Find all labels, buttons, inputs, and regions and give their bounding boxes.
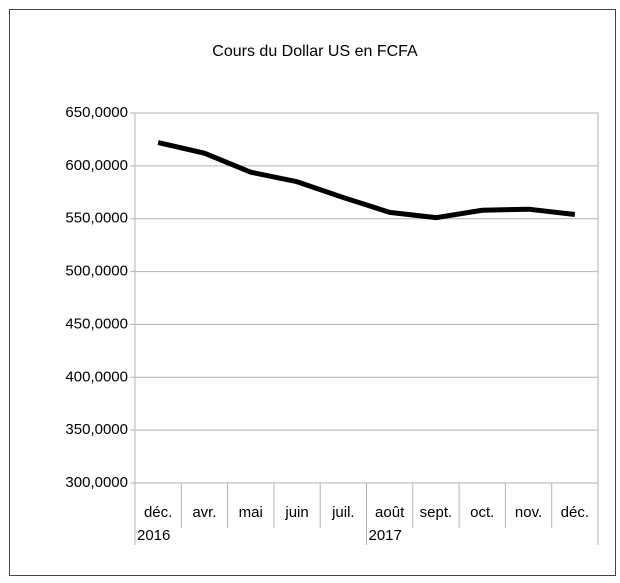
y-tick-label: 500,0000 xyxy=(65,263,128,280)
x-tick-label: avr. xyxy=(192,504,216,521)
x-tick-label: mai xyxy=(239,504,263,521)
x-tick-label: juil. xyxy=(331,504,355,521)
y-tick-label: 300,0000 xyxy=(65,474,128,491)
chart-border xyxy=(9,9,616,576)
x-year-label: 2016 xyxy=(137,527,170,544)
x-tick-label: nov. xyxy=(515,504,542,521)
x-tick-label: août xyxy=(375,504,405,521)
x-tick-label: juin xyxy=(284,504,308,521)
y-tick-label: 600,0000 xyxy=(65,157,128,174)
chart-title: Cours du Dollar US en FCFA xyxy=(212,43,418,60)
x-year-label: 2017 xyxy=(369,527,402,544)
x-tick-label: oct. xyxy=(470,504,494,521)
y-tick-label: 400,0000 xyxy=(65,368,128,385)
data-line xyxy=(157,140,576,221)
x-tick-label: déc. xyxy=(144,504,172,521)
x-tick-label: déc. xyxy=(561,504,589,521)
y-tick-label: 450,0000 xyxy=(65,315,128,332)
y-tick-label: 650,0000 xyxy=(65,104,128,121)
x-tick-label: sept. xyxy=(420,504,453,521)
y-tick-label: 350,0000 xyxy=(65,421,128,438)
y-tick-label: 550,0000 xyxy=(65,210,128,227)
